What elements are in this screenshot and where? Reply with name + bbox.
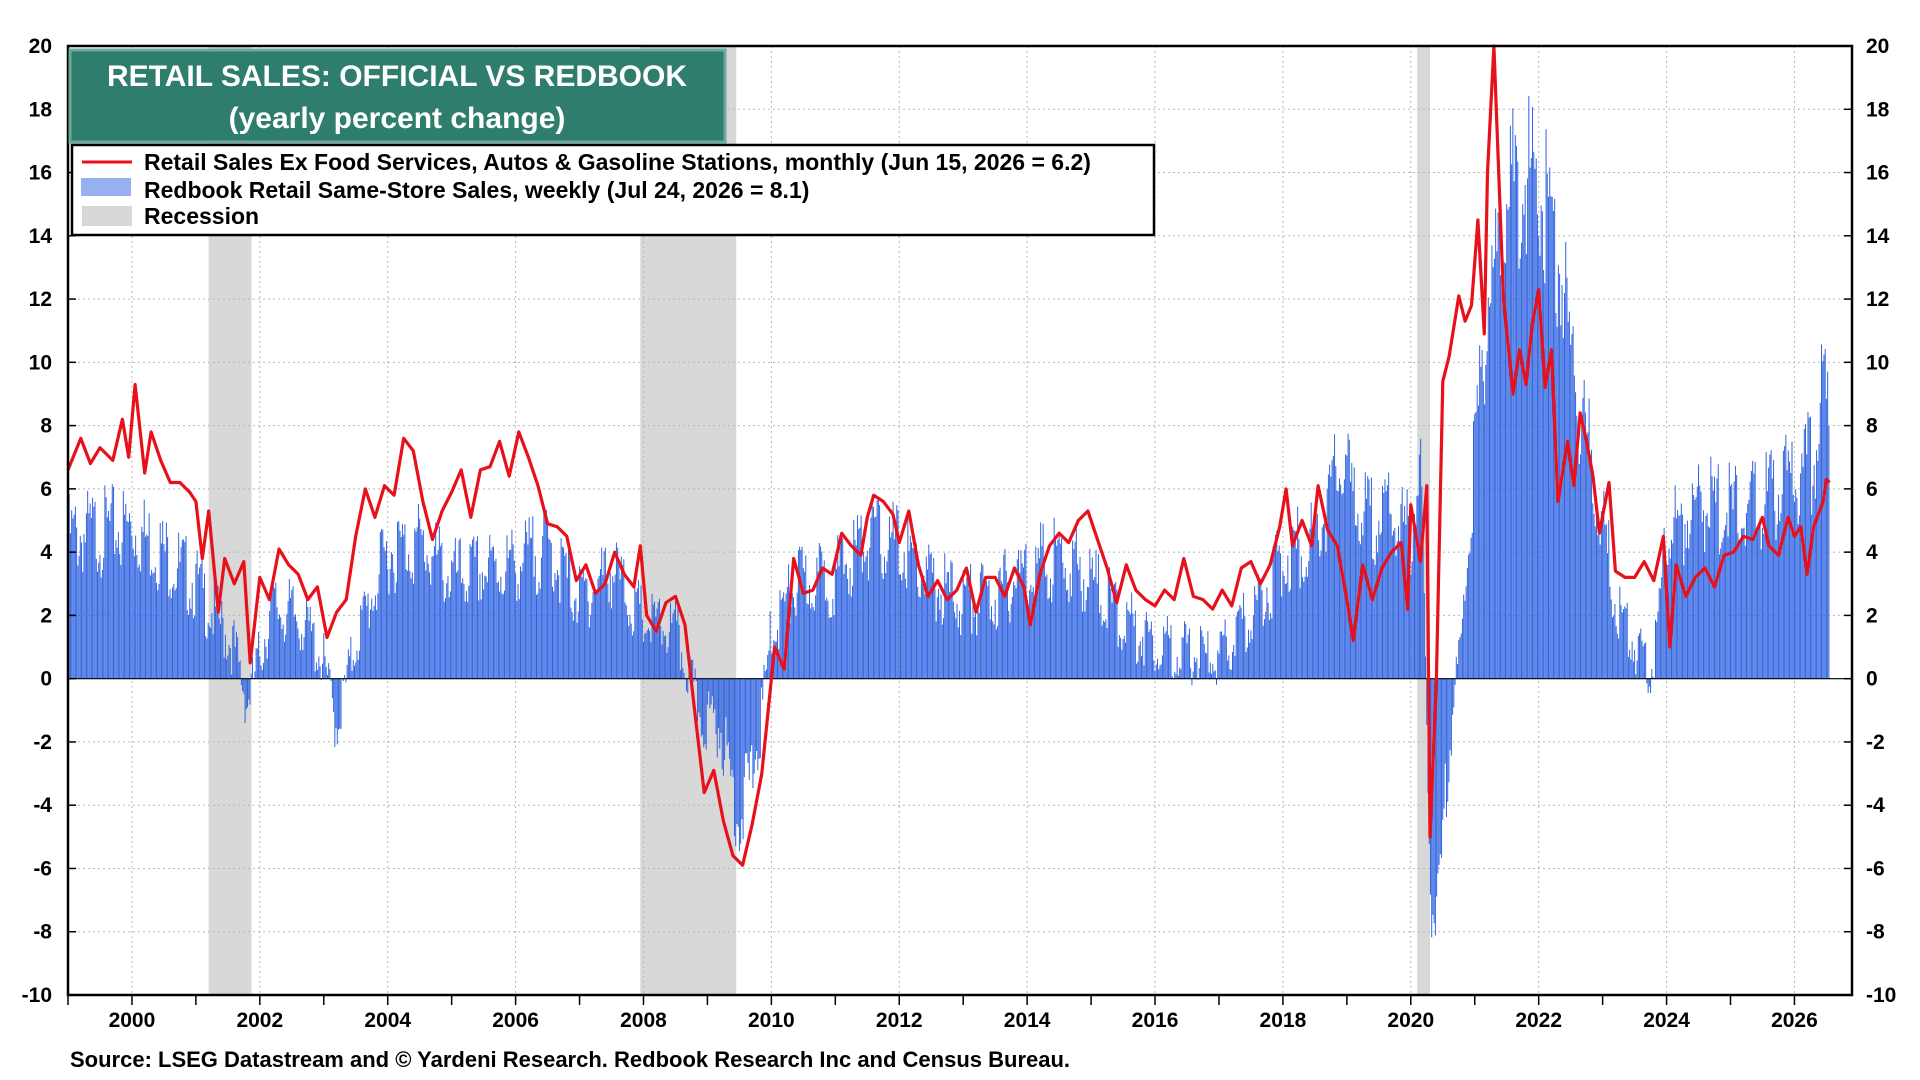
y-tick-label-right: -6	[1866, 857, 1885, 880]
y-tick-label-right: 16	[1866, 162, 1889, 185]
y-tick-label-right: 10	[1866, 351, 1889, 374]
y-tick-label-right: 20	[1866, 35, 1889, 58]
y-tick-label-left: 2	[40, 604, 52, 627]
y-tick-label-right: -4	[1866, 794, 1885, 817]
x-tick-label: 2012	[876, 1009, 923, 1032]
x-tick-label: 2006	[492, 1009, 539, 1032]
legend: Retail Sales Ex Food Services, Autos & G…	[70, 143, 1156, 237]
y-tick-label-left: 0	[40, 668, 52, 691]
y-tick-label-left: -4	[33, 794, 52, 817]
legend-label-recession: Recession	[144, 203, 259, 229]
legend-label-redbook: Redbook Retail Same-Store Sales, weekly …	[144, 177, 809, 203]
official-series-line	[66, 44, 1831, 867]
y-tick-label-left: 16	[29, 162, 52, 185]
legend-swatch-recession	[82, 206, 132, 226]
y-tick-label-right: -8	[1866, 921, 1885, 944]
y-tick-label-right: 8	[1866, 415, 1878, 438]
plot-frame	[66, 44, 1854, 997]
y-tick-label-left: 4	[40, 541, 52, 564]
x-tick-label: 2002	[236, 1009, 283, 1032]
y-tick-label-left: -6	[33, 857, 52, 880]
chart-title: RETAIL SALES: OFFICIAL VS REDBOOK	[107, 60, 687, 93]
x-tick-label: 2018	[1260, 1009, 1307, 1032]
y-tick-label-right: 18	[1866, 98, 1890, 121]
x-tick-label: 2008	[620, 1009, 667, 1032]
legend-swatch-redbook	[81, 178, 131, 196]
official-line	[66, 44, 1831, 867]
y-tick-label-right: 6	[1866, 478, 1878, 501]
y-tick-label-left: -10	[22, 984, 52, 1007]
y-tick-label-left: 8	[40, 415, 52, 438]
title-border	[68, 48, 727, 144]
y-tick-label-right: 0	[1866, 668, 1878, 691]
title-background	[70, 50, 725, 142]
chart-subtitle: (yearly percent change)	[229, 102, 566, 135]
x-tick-label: 2014	[1004, 1009, 1051, 1032]
y-tick-label-right: 2	[1866, 604, 1878, 627]
x-tick-label: 2016	[1132, 1009, 1179, 1032]
y-tick-label-right: 14	[1866, 225, 1890, 248]
source-note: Source: LSEG Datastream and © Yardeni Re…	[70, 1047, 1070, 1072]
x-tick-label: 2026	[1771, 1009, 1818, 1032]
y-tick-label-right: 4	[1866, 541, 1878, 564]
y-tick-label-left: 12	[29, 288, 52, 311]
x-tick-label: 2004	[364, 1009, 411, 1032]
x-tick-label: 2022	[1515, 1009, 1562, 1032]
x-tick-label: 2000	[109, 1009, 156, 1032]
title-box: RETAIL SALES: OFFICIAL VS REDBOOK (yearl…	[68, 48, 727, 144]
x-tick-label: 2024	[1643, 1009, 1690, 1032]
y-tick-label-left: -8	[33, 921, 52, 944]
y-tick-label-right: 12	[1866, 288, 1889, 311]
x-tick-label: 2010	[748, 1009, 795, 1032]
y-tick-label-right: -2	[1866, 731, 1885, 754]
y-tick-label-left: 14	[29, 225, 53, 248]
y-tick-label-left: -2	[33, 731, 52, 754]
x-tick-label: 2020	[1387, 1009, 1434, 1032]
legend-box	[70, 143, 1156, 237]
y-tick-label-left: 18	[29, 98, 53, 121]
y-tick-label-left: 10	[29, 351, 52, 374]
y-tick-label-right: -10	[1866, 984, 1896, 1007]
y-tick-label-left: 20	[29, 35, 52, 58]
y-tick-label-left: 6	[40, 478, 52, 501]
legend-label-official: Retail Sales Ex Food Services, Autos & G…	[144, 149, 1091, 175]
